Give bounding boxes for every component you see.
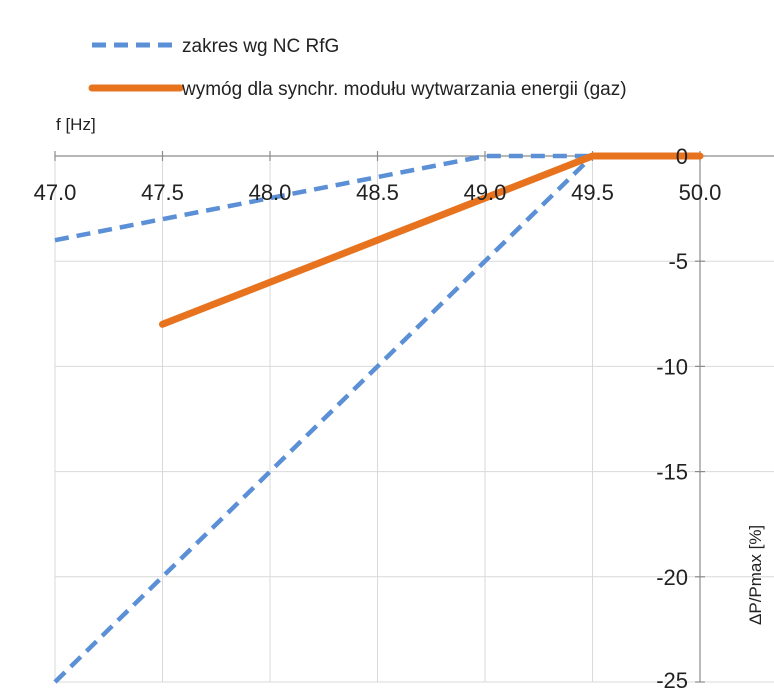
y-axis-title: ΔP/Pmax [%] [746,525,765,625]
y-tick-label: -25 [656,668,688,690]
series-line-nc-rfg-range [54,153,593,243]
grid [54,156,774,683]
series [53,152,704,684]
legend: zakres wg NC RfG wymóg dla synchr. moduł… [88,36,627,100]
x-tick-label: 48.0 [249,180,292,205]
x-tick-label: 50.0 [679,180,722,205]
y-tick-label: -15 [656,460,688,485]
legend-label-requirement: wymóg dla synchr. modułu wytwarzania ene… [181,79,627,100]
x-tick-label: 47.5 [141,180,184,205]
y-tick-label: -5 [668,249,688,274]
y-tick-labels: 0 -5 -10 -15 -20 -25 [656,144,688,690]
x-tick-label: 47.0 [34,180,77,205]
x-axis-title: f [Hz] [56,115,96,134]
legend-label-nc-rfg: zakres wg NC RfG [182,36,339,57]
y-tick-label: -10 [656,354,688,379]
x-tick-label: 48.5 [356,180,399,205]
series-line-nc-rfg-range [53,154,595,684]
x-tick-labels: 47.0 47.5 48.0 48.5 49.0 49.5 50.0 [34,180,722,205]
y-tick-label: -20 [656,565,688,590]
y-tick-label: 0 [676,144,688,169]
x-tick-label: 49.0 [464,180,507,205]
series-line-synchronous-gas-requirement [159,152,704,328]
x-tick-label: 49.5 [571,180,614,205]
